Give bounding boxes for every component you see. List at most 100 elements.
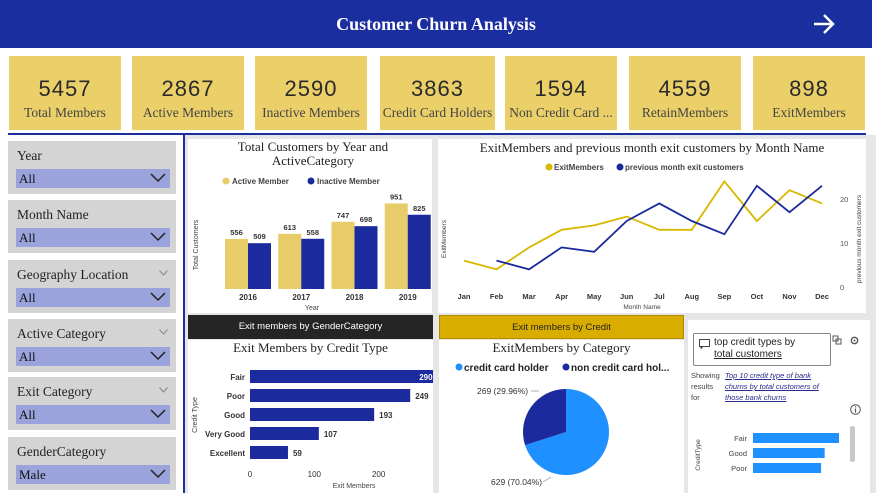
y-tick-label: Fair — [230, 373, 245, 382]
series-line — [463, 179, 823, 271]
bar-data-label: 509 — [253, 232, 266, 241]
bar-data-label: 556 — [230, 228, 243, 237]
chevron-down-icon[interactable] — [159, 387, 168, 393]
y-tick-label: Excellent — [210, 449, 245, 458]
exit-category-pie-chart: credit card holder non credit card hol...… — [455, 363, 670, 487]
kpi-card-retain-members: 4559 RetainMembers — [629, 56, 741, 130]
filter-sidebar: Year All Month Name All Geography Locati… — [8, 135, 182, 493]
legend-label: ExitMembers — [554, 163, 604, 172]
chart-exit-line-panel: ExitMembers and previous month exit cust… — [438, 139, 866, 313]
x-tick-label: 2016 — [239, 293, 257, 302]
x-tick-label: Jul — [654, 292, 665, 301]
kpi-label: ExitMembers — [772, 105, 846, 120]
x-tick-label: Feb — [490, 292, 504, 301]
year-dropdown[interactable]: All — [16, 169, 170, 188]
kpi-value: 5457 — [38, 76, 92, 101]
bar — [278, 233, 302, 289]
y-tick-label: Good — [224, 411, 245, 420]
slicer-label: Month Name — [17, 207, 89, 222]
qa-credit-type-chart: Fair Good Poor CreditType — [695, 433, 839, 473]
pie-slice — [525, 389, 610, 475]
gear-icon[interactable] — [849, 335, 860, 346]
chart-title: ExitMembers and previous month exit cust… — [479, 140, 825, 155]
slicer-value: All — [19, 349, 36, 364]
kpi-card-active-members: 2867 Active Members — [132, 56, 244, 130]
kpi-card-total-members: 5457 Total Members — [9, 56, 121, 130]
chart-total-customers-panel: Total Customers by Year and ActiveCatego… — [188, 139, 432, 313]
legend-label: previous month exit customers — [625, 163, 744, 172]
bar-data-label: 613 — [283, 223, 296, 232]
slicer-label: Active Category — [17, 326, 106, 341]
chevron-down-icon[interactable] — [159, 329, 168, 335]
pie-data-label: 269 (29.96%) — [477, 386, 528, 396]
kpi-card-inactive-members: 2590 Inactive Members — [255, 56, 367, 130]
slicer-active-category: Active Category All — [8, 319, 176, 372]
chevron-down-icon[interactable] — [159, 270, 168, 276]
bar-data-label: 951 — [390, 192, 403, 201]
slicer-month-name: Month Name All — [8, 200, 176, 253]
qa-convert-icon[interactable] — [832, 335, 842, 345]
slicer-value: All — [19, 171, 36, 186]
y-tick-label: 10 — [840, 239, 848, 248]
series-line — [496, 184, 823, 271]
y-axis-label: CreditType — [695, 439, 702, 471]
pie-data-label: 629 (70.04%) — [491, 477, 542, 487]
arrow-right-icon[interactable] — [810, 10, 838, 38]
exit-by-credit-button[interactable]: Exit members by Credit — [439, 315, 684, 339]
y-tick-label: Good — [729, 449, 747, 458]
kpi-label: Credit Card Holders — [382, 105, 493, 120]
scrollbar[interactable] — [850, 426, 855, 462]
bar — [301, 238, 325, 289]
kpi-card-non-credit-card: 1594 Non Credit Card ... — [505, 56, 617, 130]
slicer-label: Exit Category — [17, 384, 93, 399]
bar-data-label: 825 — [413, 204, 426, 213]
bar-data-label: 249 — [415, 392, 429, 401]
total-customers-chart: Active Member Inactive Member 556 509 2016 61… — [193, 177, 431, 312]
bar — [250, 370, 433, 383]
kpi-card-exit-members: 898 ExitMembers — [753, 56, 865, 130]
leader-line — [542, 476, 552, 483]
geography-location-dropdown[interactable]: All — [16, 288, 170, 307]
exit-category-dropdown[interactable]: All — [16, 405, 170, 424]
exit-members-line-chart: ExitMembers previous month exit customers… — [441, 163, 863, 311]
active-category-dropdown[interactable]: All — [16, 347, 170, 366]
kpi-value: 4559 — [658, 76, 712, 101]
legend-label: Inactive Member — [317, 177, 380, 186]
slicer-value: All — [19, 290, 36, 305]
y-tick-label: 20 — [840, 195, 848, 204]
legend-marker — [562, 363, 570, 371]
qa-showing-text[interactable]: Top 10 credit type of bank churns by tot… — [725, 371, 819, 402]
slicer-exit-category: Exit Category All — [8, 377, 176, 430]
kpi-value: 898 — [789, 76, 829, 101]
bar-data-label: 698 — [360, 215, 373, 224]
bar — [753, 463, 822, 473]
y-tick-label: Poor — [731, 464, 747, 473]
kpi-card-credit-card-holders: 3863 Credit Card Holders — [380, 56, 495, 130]
qa-showing-label: Showing results for — [691, 371, 720, 402]
bar — [753, 433, 839, 443]
x-tick-label: 2017 — [292, 293, 310, 302]
month-name-dropdown[interactable]: All — [16, 228, 170, 247]
gender-category-dropdown[interactable]: Male — [16, 465, 170, 484]
x-tick-label: Sep — [717, 292, 731, 301]
chevron-down-icon — [150, 173, 166, 183]
info-icon[interactable] — [850, 404, 861, 415]
slicer-value: All — [19, 407, 36, 422]
bar — [248, 243, 271, 289]
kpi-row: 5457 Total Members 2867 Active Members 2… — [0, 48, 876, 134]
bar — [225, 238, 248, 289]
legend-label: non credit card hol... — [571, 363, 670, 374]
bar — [250, 389, 411, 402]
slicer-label: Geography Location — [17, 267, 129, 282]
qa-search-input[interactable]: top credit types by total customers — [693, 333, 831, 366]
bar — [250, 446, 288, 459]
chevron-down-icon — [150, 409, 166, 419]
chevron-down-icon — [150, 232, 166, 242]
y-tick-label: Poor — [227, 392, 245, 401]
kpi-value: 2590 — [284, 76, 338, 101]
credit-type-bar-chart: Fair 290 Poor 249 Good 193 Very Good 107 Excelle… — [192, 370, 433, 490]
qa-query-text: top credit types by total customers — [714, 337, 795, 361]
bar-data-label: 107 — [324, 430, 338, 439]
exit-by-gender-button[interactable]: Exit members by GenderCategory — [188, 315, 433, 339]
chart-credit-type-panel: Exit Members by Credit Type Fair 290 Poor 2… — [188, 340, 433, 493]
